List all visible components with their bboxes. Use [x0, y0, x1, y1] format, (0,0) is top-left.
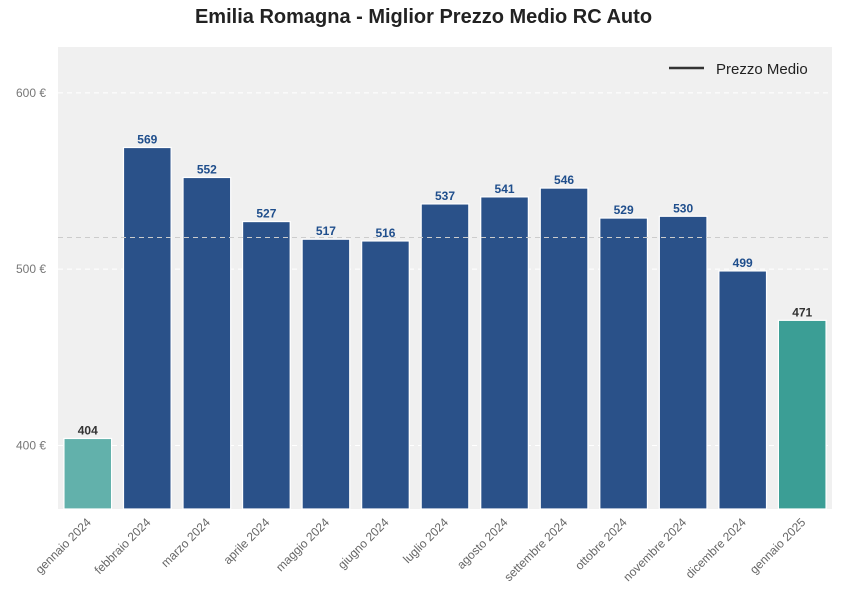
x-tick-label: febbraio 2024 [92, 515, 154, 577]
legend-label: Prezzo Medio [716, 61, 808, 78]
bar [539, 187, 589, 510]
bar-value-label: 529 [614, 203, 634, 217]
y-axis-ticks: 400 € 500 € 600 € [16, 86, 46, 453]
x-tick-label: maggio 2024 [273, 515, 332, 574]
y-tick-label: 500 € [16, 262, 46, 276]
bar [420, 203, 470, 510]
bar-value-label: 471 [792, 305, 812, 319]
bar [182, 176, 232, 510]
bar-value-label: 541 [495, 182, 515, 196]
bar [718, 270, 768, 510]
bar-value-label: 517 [316, 224, 336, 238]
bar [480, 196, 529, 510]
bar [301, 238, 351, 510]
bar-value-label: 404 [78, 423, 98, 437]
chart-title: Emilia Romagna - Miglior Prezzo Medio RC… [194, 6, 653, 28]
bar [241, 220, 291, 510]
bar-value-label: 527 [256, 207, 276, 221]
bar-value-labels: 404 569 552 527 517 516 537 541 546 529 530 499 471 [78, 133, 813, 438]
bar-value-label: 537 [435, 189, 455, 203]
bar-value-label: 530 [673, 201, 693, 215]
x-tick-label: settembre 2024 [501, 515, 570, 584]
y-tick-label: 400 € [16, 439, 46, 453]
bar-value-label: 516 [375, 226, 395, 240]
bar [63, 437, 113, 510]
bar-value-label: 552 [197, 162, 217, 176]
bar-value-label: 499 [733, 256, 753, 270]
bar [777, 319, 827, 510]
x-tick-label: agosto 2024 [454, 515, 511, 572]
bar-value-label: 569 [137, 133, 157, 147]
x-tick-label: luglio 2024 [400, 515, 451, 566]
legend: Prezzo Medio [669, 61, 808, 78]
bar-value-label: 546 [554, 173, 574, 187]
x-tick-label: dicembre 2024 [683, 515, 749, 581]
bars [63, 146, 827, 510]
x-tick-label: gennaio 2024 [33, 515, 95, 577]
bar [122, 146, 172, 510]
x-tick-label: ottobre 2024 [572, 515, 630, 573]
bar [658, 215, 708, 510]
x-tick-label: giugno 2024 [335, 515, 392, 572]
bar [361, 240, 410, 510]
x-tick-label: novembre 2024 [620, 515, 689, 584]
x-tick-label: aprile 2024 [221, 515, 273, 567]
bar [599, 217, 649, 510]
y-tick-label: 600 € [16, 86, 46, 100]
x-tick-label: gennaio 2025 [747, 515, 809, 577]
x-tick-label: marzo 2024 [158, 515, 213, 570]
